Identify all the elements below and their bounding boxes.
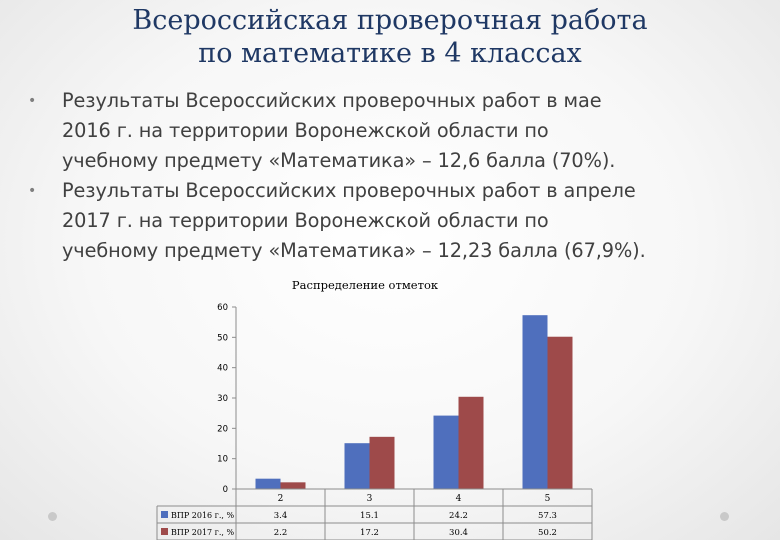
y-tick-label: 50 — [217, 333, 228, 343]
bullet-marker: • — [28, 183, 37, 199]
slide-title-line-2: по математике в 4 классах — [198, 38, 582, 69]
bullet-2016: • Результаты Всероссийских проверочных р… — [28, 86, 773, 176]
slide-title-line-1: Всероссийская проверочная работа — [132, 5, 648, 36]
legend-label: ВПР 2016 г., % — [171, 511, 235, 520]
x-category-label: 5 — [545, 494, 551, 504]
data-label: 57.3 — [538, 511, 557, 521]
bar-2016-grade-5 — [522, 315, 548, 489]
y-tick-label: 30 — [217, 394, 228, 404]
bullet-line: 2017 г. на территории Воронежской област… — [62, 209, 549, 232]
bullet-2017: • Результаты Всероссийских проверочных р… — [28, 176, 773, 266]
data-label: 50.2 — [538, 528, 557, 538]
y-tick-label: 40 — [217, 364, 228, 374]
bar-2017-grade-4 — [458, 396, 484, 489]
y-tick-label: 0 — [223, 485, 228, 495]
bar-2016-grade-4 — [433, 415, 459, 489]
bullet-line: 2016 г. на территории Воронежской област… — [62, 119, 549, 142]
bullet-line: учебному предмету «Математика» – 12,23 б… — [62, 239, 646, 262]
bullet-marker: • — [28, 93, 37, 109]
data-label: 17.2 — [360, 528, 379, 538]
data-label: 2.2 — [274, 528, 288, 538]
decorative-dot-right — [720, 512, 729, 521]
bullet-line: Результаты Всероссийских проверочных раб… — [62, 89, 602, 112]
bar-2016-grade-2 — [255, 478, 281, 489]
data-label: 30.4 — [449, 528, 468, 538]
bar-2016-grade-3 — [344, 443, 370, 489]
bar-2017-grade-2 — [280, 482, 306, 489]
legend-swatch — [161, 511, 168, 518]
bullet-text: Результаты Всероссийских проверочных раб… — [62, 86, 773, 176]
decorative-dot-left — [48, 512, 57, 521]
data-label: 24.2 — [449, 511, 468, 521]
data-label: 15.1 — [360, 511, 379, 521]
y-tick-label: 60 — [217, 303, 228, 313]
x-category-label: 4 — [456, 494, 462, 504]
bullet-line: Результаты Всероссийских проверочных раб… — [62, 179, 636, 202]
bullet-list: • Результаты Всероссийских проверочных р… — [28, 86, 773, 266]
bar-2017-grade-5 — [547, 336, 573, 489]
bullet-text: Результаты Всероссийских проверочных раб… — [62, 176, 773, 266]
legend-swatch — [161, 528, 168, 535]
data-label: 3.4 — [274, 511, 288, 521]
bar-2017-grade-3 — [369, 436, 395, 489]
x-category-label: 3 — [367, 494, 373, 504]
y-tick-label: 20 — [217, 424, 228, 434]
x-category-label: 2 — [278, 494, 284, 504]
slide-title: Всероссийская проверочная работа по мате… — [0, 4, 780, 70]
legend-label: ВПР 2017 г., % — [171, 528, 235, 537]
y-tick-label: 10 — [217, 455, 228, 465]
bullet-line: учебному предмету «Математика» – 12,6 ба… — [62, 149, 616, 172]
chart-title: Распределение отметок — [291, 278, 439, 292]
